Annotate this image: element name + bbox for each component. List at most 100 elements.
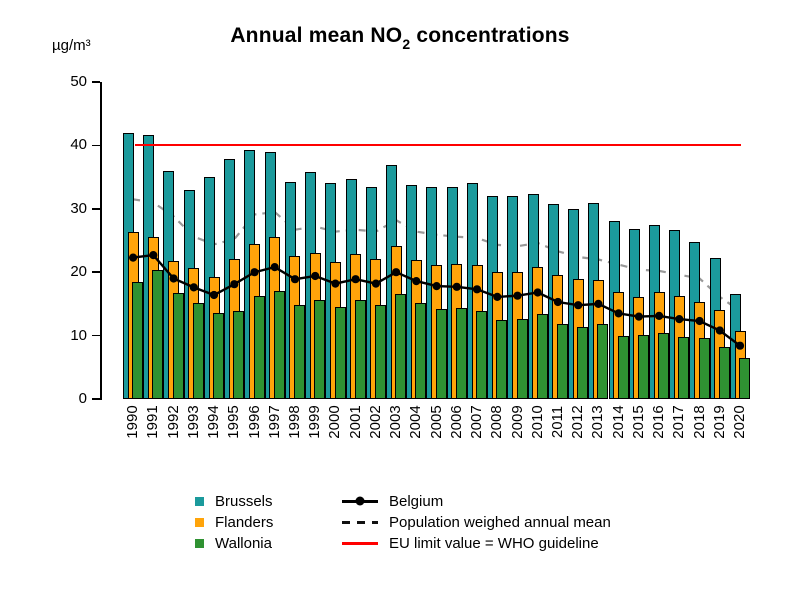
bar-wallonia-1999: [314, 300, 326, 399]
x-axis-label-2008: 2008: [488, 405, 506, 439]
belgium-line-icon: [342, 496, 378, 506]
x-axis-label-2004: 2004: [407, 405, 425, 439]
x-axis-label-2013: 2013: [589, 405, 607, 439]
x-axis-label-1994: 1994: [205, 405, 222, 439]
x-axis-label-2012: 2012: [569, 405, 587, 439]
bar-wallonia-2001: [354, 300, 366, 399]
bar-wallonia-2016: [658, 333, 670, 399]
bar-wallonia-2019: [718, 347, 730, 399]
x-axis-label-1993: 1993: [184, 405, 202, 439]
y-axis-tick: [92, 334, 100, 337]
x-axis-label-2018: 2018: [690, 405, 708, 439]
bar-wallonia-2018: [698, 337, 710, 399]
plot-area: 0 10 20 30 40 50 1990 1991 1992 1993 1994 1995 1996 1…: [70, 73, 751, 439]
legend-label-popweighed: Population weighed annual mean: [389, 514, 611, 531]
x-axis-label-2010: 2010: [528, 405, 546, 439]
bar-wallonia-1998: [294, 305, 306, 399]
title-part1: Annual mean NO: [230, 24, 403, 47]
y-axis-tick-label: 30: [70, 199, 87, 217]
legend-item-popweighed: Population weighed annual mean: [342, 512, 611, 533]
x-axis-label-1995: 1995: [225, 405, 243, 439]
legend-item-eulimit: EU limit value = WHO guideline: [342, 533, 611, 554]
bar-wallonia-1990: [132, 281, 144, 399]
bar-wallonia-2009: [516, 319, 528, 399]
flanders-swatch-icon: [195, 518, 204, 527]
bar-wallonia-1997: [273, 291, 285, 399]
x-axis-label-2015: 2015: [629, 405, 647, 439]
x-axis-label-1997: 1997: [265, 405, 283, 439]
x-axis-label-1999: 1999: [306, 405, 324, 439]
y-axis-tick-label: 40: [70, 136, 87, 154]
bar-wallonia-2004: [415, 302, 427, 399]
x-axis-label-2009: 2009: [508, 405, 526, 439]
bar-wallonia-2006: [455, 308, 467, 399]
x-axis-label-2020: 2020: [731, 405, 748, 439]
x-axis-label-2006: 2006: [447, 405, 465, 439]
x-axis-label-1992: 1992: [164, 405, 182, 439]
bar-wallonia-2010: [536, 314, 548, 399]
bar-wallonia-1994: [213, 313, 225, 399]
bar-wallonia-2003: [395, 293, 407, 399]
bar-wallonia-1993: [192, 302, 204, 399]
legend-label-wallonia: Wallonia: [215, 535, 272, 552]
x-axis-label-2001: 2001: [346, 405, 364, 439]
x-axis-label-2003: 2003: [387, 405, 405, 439]
bar-wallonia-2002: [374, 305, 386, 399]
x-axis-label-2017: 2017: [670, 405, 688, 439]
brussels-swatch-icon: [195, 497, 204, 506]
x-axis-label-2007: 2007: [468, 405, 485, 439]
x-axis-label-1998: 1998: [286, 405, 303, 439]
legend-regions: Brussels Flanders Wallonia: [195, 491, 273, 554]
legend-label-brussels: Brussels: [215, 493, 273, 510]
legend-label-eulimit: EU limit value = WHO guideline: [389, 535, 599, 552]
bar-wallonia-2015: [637, 335, 649, 399]
eu-limit-line: [135, 144, 741, 147]
title-part2: concentrations: [410, 24, 570, 47]
legend-item-wallonia: Wallonia: [195, 533, 273, 554]
legend-item-belgium: Belgium: [342, 491, 611, 512]
title-subscript: 2: [402, 36, 411, 53]
bar-wallonia-2011: [557, 323, 569, 399]
x-axis-label-2016: 2016: [650, 405, 668, 439]
y-axis-tick-label: 20: [70, 263, 87, 281]
legend-item-flanders: Flanders: [195, 512, 273, 533]
x-axis-label-1991: 1991: [144, 405, 162, 439]
bar-wallonia-1991: [152, 269, 164, 399]
wallonia-swatch-icon: [195, 539, 204, 548]
bar-wallonia-2020: [739, 358, 751, 399]
x-axis-label-2011: 2011: [548, 405, 566, 439]
bar-wallonia-1995: [233, 310, 245, 399]
bar-wallonia-2007: [476, 310, 488, 399]
legend-label-belgium: Belgium: [389, 493, 444, 510]
y-axis-tick: [92, 398, 100, 400]
legend-label-flanders: Flanders: [215, 514, 274, 531]
x-axis-label-2002: 2002: [366, 405, 384, 439]
x-axis-label-2019: 2019: [710, 405, 728, 439]
y-axis-unit-label: µg/m³: [52, 37, 91, 54]
bar-wallonia-2012: [577, 327, 589, 399]
y-axis-tick: [92, 208, 100, 210]
x-axis-label-2000: 2000: [326, 405, 344, 439]
y-axis-tick-label: 10: [70, 326, 87, 344]
y-axis-tick: [92, 81, 100, 83]
red-line-icon: [342, 542, 378, 545]
x-axis-label-2005: 2005: [427, 405, 445, 439]
bar-wallonia-2017: [678, 336, 690, 399]
x-axis-label-1996: 1996: [245, 405, 263, 439]
bar-wallonia-2013: [597, 324, 609, 399]
bar-wallonia-2000: [334, 307, 346, 399]
y-axis-tick-label: 50: [70, 73, 87, 90]
bar-wallonia-1992: [172, 292, 184, 399]
chart-title: Annual mean NO2 concentrations: [0, 24, 800, 53]
x-axis-label-1990: 1990: [124, 405, 142, 439]
bar-wallonia-2014: [617, 335, 629, 399]
y-axis-tick-label: 0: [78, 390, 87, 407]
bar-wallonia-2008: [496, 320, 508, 399]
y-axis-tick: [92, 271, 100, 273]
y-axis-tick: [92, 144, 100, 147]
dashed-line-icon: [342, 521, 378, 524]
x-axis-label-2014: 2014: [609, 405, 627, 439]
legend-item-brussels: Brussels: [195, 491, 273, 512]
y-axis-line: [100, 82, 102, 401]
